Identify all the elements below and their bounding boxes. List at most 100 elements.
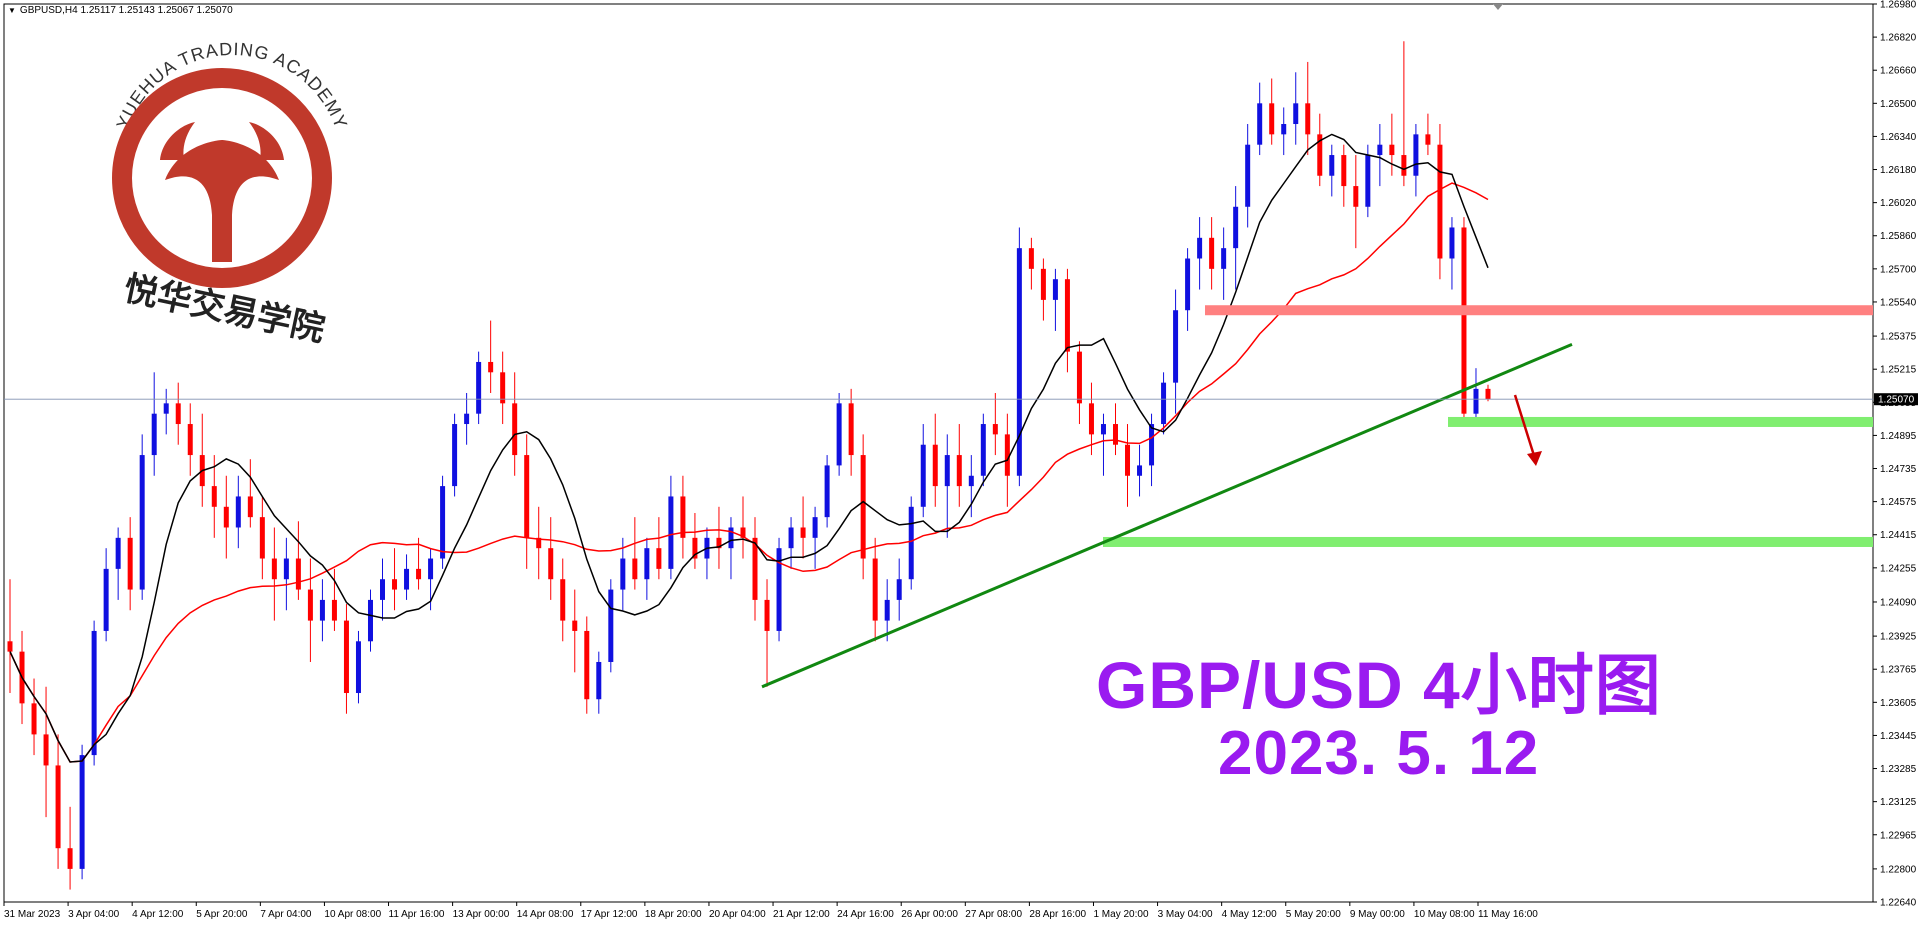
price-tick-label: 1.25375 (1880, 332, 1917, 343)
price-zone (1103, 536, 1873, 547)
candle-body (247, 496, 253, 518)
candle (572, 589, 578, 673)
price-tick-label: 1.26340 (1880, 132, 1917, 143)
candle (1257, 82, 1263, 156)
time-tick-label: 10 May 08:00 (1414, 909, 1475, 920)
candle (944, 434, 950, 538)
candle (644, 537, 650, 600)
candle (115, 527, 121, 600)
candle-body (488, 361, 494, 373)
candle-body (1137, 465, 1143, 476)
candle-body (259, 517, 265, 559)
candle-body (355, 641, 361, 694)
candle-body (620, 558, 626, 590)
candle-body (692, 537, 698, 559)
candle-body (932, 444, 938, 487)
candle-body (211, 486, 217, 507)
candle (151, 372, 157, 476)
candle (343, 604, 349, 714)
candle (1413, 124, 1419, 197)
candle-body (175, 403, 181, 425)
price-tick-label: 1.24415 (1880, 530, 1917, 541)
candle-body (560, 579, 566, 621)
candle (1353, 155, 1359, 249)
candle (1389, 113, 1395, 176)
time-tick-label: 4 May 12:00 (1222, 909, 1277, 920)
price-tick-label: 1.24090 (1880, 597, 1917, 608)
chart-title: GBPUSD,H4 1.25117 1.25143 1.25067 1.2507… (19, 5, 233, 16)
candle (43, 686, 49, 818)
candle-body (380, 579, 386, 600)
candle (476, 351, 482, 425)
candle (1449, 217, 1455, 290)
candle (1425, 113, 1431, 156)
plot-area[interactable] (3, 3, 1874, 903)
candle (584, 616, 590, 714)
candle-body (103, 568, 109, 631)
candle (536, 506, 542, 580)
candle (560, 558, 566, 642)
candle-body (1473, 388, 1479, 414)
candle-body (1209, 237, 1215, 269)
logo-ring (112, 68, 332, 288)
candle (488, 320, 494, 393)
candle-body (716, 537, 722, 549)
candle-body (1413, 134, 1419, 176)
time-tick-label: 10 Apr 08:00 (324, 909, 381, 920)
candle (127, 517, 133, 611)
candle-body (151, 413, 157, 456)
candle (680, 475, 686, 559)
candle-body (43, 734, 49, 766)
candle (1365, 144, 1371, 218)
candle (139, 434, 145, 600)
candle-body (283, 558, 289, 580)
candle (1064, 268, 1070, 373)
candle (1473, 368, 1479, 425)
candle (404, 554, 410, 600)
price-tick-label: 1.26180 (1880, 165, 1917, 176)
candle (548, 517, 554, 600)
time-axis: 31 Mar 2023 3 Apr 04:00 4 Apr 12:00 5 Apr 2… (3, 902, 1538, 920)
candle (956, 424, 962, 507)
candle (283, 537, 289, 611)
candle-body (1028, 248, 1034, 269)
candle (259, 496, 265, 580)
candle (416, 537, 422, 590)
candle (1329, 144, 1335, 197)
candle-body (644, 548, 650, 580)
candle-body (1485, 388, 1491, 400)
candle-body (139, 455, 145, 590)
price-tick-label: 1.26660 (1880, 66, 1917, 77)
candle (500, 351, 506, 425)
candle (920, 424, 926, 518)
candle (1137, 444, 1143, 497)
candle-body (1088, 403, 1094, 435)
candle (1245, 124, 1251, 228)
time-tick-label: 17 Apr 12:00 (581, 909, 638, 920)
candle-body (91, 630, 97, 756)
candle (1221, 227, 1227, 300)
candle (620, 537, 626, 611)
candle (211, 455, 217, 538)
candle (79, 744, 85, 880)
candle-body (824, 465, 830, 518)
candle-body (367, 599, 373, 642)
moving-average-fast (9, 133, 1489, 763)
candle (812, 506, 818, 569)
candle-body (1185, 258, 1191, 311)
time-tick-label: 28 Apr 16:00 (1029, 909, 1086, 920)
candle (632, 517, 638, 590)
candle-body (668, 496, 674, 569)
candle (1437, 124, 1443, 280)
candle-body (476, 361, 482, 414)
time-tick-label: 20 Apr 04:00 (709, 909, 766, 920)
chart-header: ▼ GBPUSD,H4 1.25117 1.25143 1.25067 1.250… (8, 5, 233, 16)
candle-body (1293, 103, 1299, 125)
dropdown-triangle-icon[interactable]: ▼ (8, 6, 16, 15)
candle (992, 392, 998, 456)
candle (355, 630, 361, 704)
candle (872, 537, 878, 642)
chart-annotation-date: 2023. 5. 12 (1218, 719, 1540, 788)
candle (704, 527, 710, 580)
